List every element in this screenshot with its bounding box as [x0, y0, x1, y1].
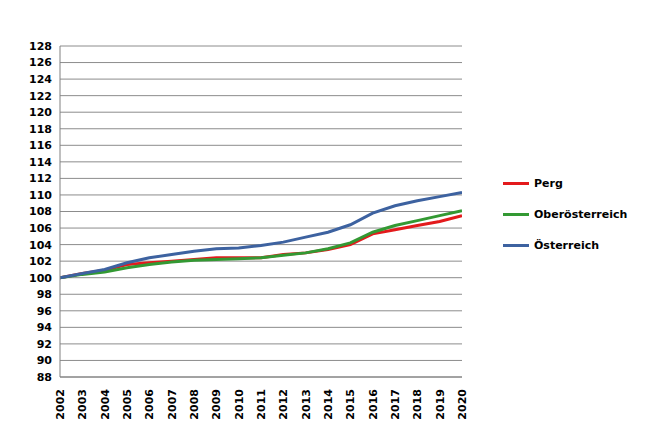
svg-text:124: 124: [29, 73, 52, 86]
svg-text:2003: 2003: [76, 389, 89, 420]
svg-text:120: 120: [29, 106, 52, 119]
svg-text:128: 128: [29, 40, 52, 53]
svg-text:98: 98: [37, 288, 52, 301]
svg-text:2012: 2012: [277, 389, 290, 420]
svg-text:2006: 2006: [143, 389, 156, 420]
svg-text:2007: 2007: [166, 389, 179, 420]
svg-text:2011: 2011: [255, 389, 268, 420]
svg-text:88: 88: [37, 371, 52, 384]
svg-text:2008: 2008: [188, 389, 201, 420]
svg-text:2017: 2017: [389, 389, 402, 420]
svg-text:114: 114: [29, 156, 52, 169]
svg-text:2015: 2015: [344, 389, 357, 420]
svg-text:2002: 2002: [54, 389, 67, 420]
html-text:Perg: Perg: [534, 177, 563, 190]
html-text:Österreich: Österreich: [534, 239, 600, 252]
svg-text:2005: 2005: [121, 389, 134, 420]
svg-text:108: 108: [29, 205, 52, 218]
svg-text:116: 116: [29, 139, 52, 152]
svg-text:102: 102: [29, 255, 52, 268]
svg-text:2013: 2013: [300, 389, 313, 420]
svg-text:92: 92: [37, 338, 52, 351]
svg-text:2014: 2014: [322, 389, 335, 420]
svg-text:122: 122: [29, 90, 52, 103]
svg-text:126: 126: [29, 56, 52, 69]
svg-text:100: 100: [29, 272, 52, 285]
svg-text:2016: 2016: [367, 389, 380, 420]
svg-text:2018: 2018: [411, 389, 424, 420]
svg-text:96: 96: [37, 305, 53, 318]
svg-text:2020: 2020: [456, 389, 469, 420]
svg-text:2009: 2009: [210, 389, 223, 420]
svg-text:94: 94: [37, 321, 53, 334]
svg-text:106: 106: [29, 222, 52, 235]
svg-text:2010: 2010: [233, 389, 246, 420]
svg-text:118: 118: [29, 123, 52, 136]
svg-text:2019: 2019: [434, 389, 447, 420]
svg-text:90: 90: [37, 354, 53, 367]
svg-text:2004: 2004: [99, 389, 112, 420]
html-text:Oberösterreich: Oberösterreich: [534, 208, 628, 221]
svg-text:104: 104: [29, 239, 52, 252]
svg-text:112: 112: [29, 172, 52, 185]
svg-text:110: 110: [29, 189, 52, 202]
